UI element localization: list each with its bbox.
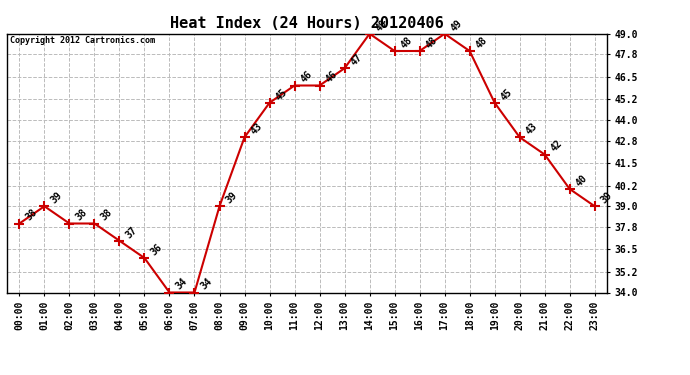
- Text: 43: 43: [248, 121, 264, 136]
- Text: 38: 38: [99, 207, 114, 223]
- Text: 34: 34: [199, 276, 214, 292]
- Text: 46: 46: [324, 69, 339, 85]
- Text: 39: 39: [599, 190, 614, 206]
- Text: 49: 49: [374, 18, 389, 33]
- Text: 48: 48: [474, 35, 489, 50]
- Text: 47: 47: [348, 52, 364, 68]
- Text: 42: 42: [549, 138, 564, 154]
- Text: 37: 37: [124, 225, 139, 240]
- Text: 45: 45: [499, 87, 514, 102]
- Text: 39: 39: [224, 190, 239, 206]
- Text: Copyright 2012 Cartronics.com: Copyright 2012 Cartronics.com: [10, 36, 155, 45]
- Text: 40: 40: [574, 173, 589, 188]
- Text: 46: 46: [299, 69, 314, 85]
- Text: 38: 38: [74, 207, 89, 223]
- Text: 39: 39: [48, 190, 64, 206]
- Text: 49: 49: [448, 18, 464, 33]
- Text: 48: 48: [424, 35, 439, 50]
- Text: 36: 36: [148, 242, 164, 257]
- Text: 43: 43: [524, 121, 539, 136]
- Text: 34: 34: [174, 276, 189, 292]
- Text: 38: 38: [23, 207, 39, 223]
- Text: 45: 45: [274, 87, 289, 102]
- Title: Heat Index (24 Hours) 20120406: Heat Index (24 Hours) 20120406: [170, 16, 444, 31]
- Text: 48: 48: [399, 35, 414, 50]
